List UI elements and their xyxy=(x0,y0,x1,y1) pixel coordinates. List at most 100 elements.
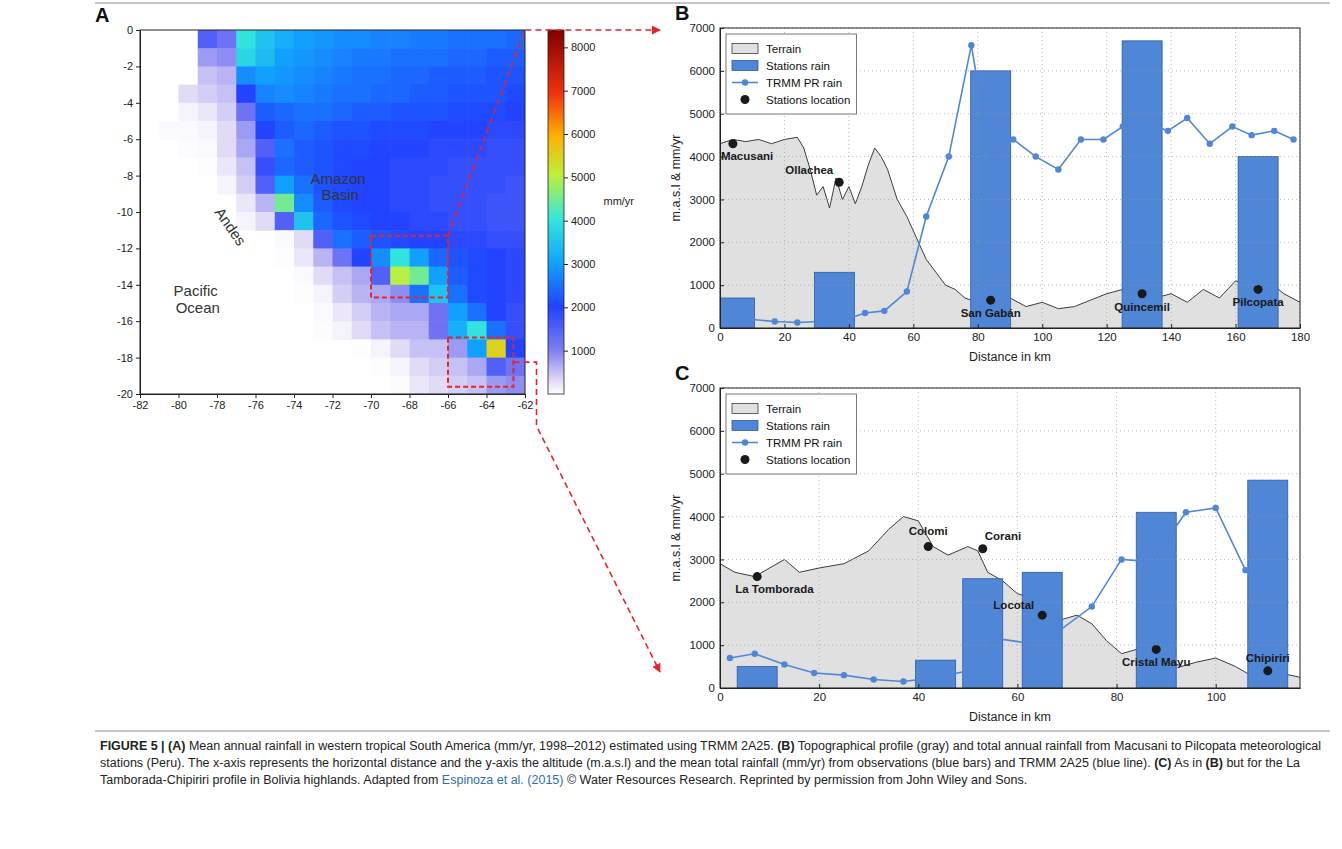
tick-label: 6000 xyxy=(689,65,715,77)
cell xyxy=(448,48,468,67)
cell xyxy=(429,285,449,304)
tick-label: -70 xyxy=(364,399,380,411)
trmm-marker xyxy=(1142,119,1148,125)
tick-label: 60 xyxy=(1012,691,1025,703)
cell xyxy=(487,339,507,358)
cell xyxy=(429,230,449,249)
tick: 6000 xyxy=(689,425,724,437)
tick: -20 xyxy=(117,388,140,400)
cell xyxy=(467,285,487,304)
tick-label: 7000 xyxy=(571,85,595,97)
leader-arrows xyxy=(448,30,660,672)
cell xyxy=(390,212,410,231)
tick-label: -6 xyxy=(123,133,133,145)
cell xyxy=(390,30,410,49)
cell xyxy=(448,212,468,231)
cell xyxy=(506,376,525,394)
cell xyxy=(236,66,256,85)
annotation: Amazon Basin xyxy=(311,170,370,204)
cell xyxy=(275,248,295,267)
tick-label: 140 xyxy=(1162,331,1181,343)
grid-line xyxy=(918,388,919,688)
cell xyxy=(371,103,391,122)
cell xyxy=(217,48,237,67)
cell xyxy=(333,230,353,249)
cell xyxy=(333,66,353,85)
tick: -16 xyxy=(117,315,140,327)
cell xyxy=(352,48,372,67)
tick-mark xyxy=(720,28,724,29)
tick-mark xyxy=(564,307,568,308)
cell xyxy=(333,30,353,49)
cell xyxy=(429,157,449,176)
cell xyxy=(390,48,410,67)
cell xyxy=(256,48,276,67)
cell xyxy=(371,230,391,249)
tick: -78 xyxy=(210,394,226,411)
cell xyxy=(275,103,295,122)
cell xyxy=(467,103,487,122)
rule xyxy=(95,731,1330,732)
cell xyxy=(410,30,430,49)
tick-mark xyxy=(720,474,724,475)
cell xyxy=(333,103,353,122)
cell xyxy=(506,30,525,49)
cell xyxy=(487,48,507,67)
tick: 3000 xyxy=(689,554,724,566)
trmm-marker xyxy=(1024,640,1030,646)
tick-label: -10 xyxy=(117,206,133,218)
cell xyxy=(467,212,487,231)
tick-label: 80 xyxy=(972,331,985,343)
cell xyxy=(256,121,276,140)
cell xyxy=(390,230,410,249)
cell xyxy=(198,103,218,122)
cell xyxy=(467,48,487,67)
cell xyxy=(506,230,525,249)
tick-label: -18 xyxy=(117,352,133,364)
cell xyxy=(390,66,410,85)
cell xyxy=(448,176,468,195)
tick-label: 20 xyxy=(779,331,792,343)
cell xyxy=(410,157,430,176)
cell xyxy=(256,212,276,231)
grid-line xyxy=(1106,28,1107,328)
tick: 100 xyxy=(1207,684,1226,703)
trmm-marker xyxy=(1229,123,1235,129)
tick-mark xyxy=(720,388,724,389)
cell xyxy=(467,303,487,322)
tick-label: -16 xyxy=(117,315,133,327)
station-dot xyxy=(1263,666,1272,675)
tick-mark xyxy=(136,103,140,104)
station-dot xyxy=(924,542,933,551)
cell xyxy=(313,48,333,67)
tick: -8 xyxy=(123,170,140,182)
caption-run: FIGURE 5 | (A) xyxy=(100,739,185,753)
cell xyxy=(256,194,276,213)
tick: 140 xyxy=(1162,324,1181,343)
legend-label: Terrain xyxy=(766,43,801,55)
cell xyxy=(352,212,372,231)
cell xyxy=(333,303,353,322)
cell xyxy=(506,212,525,231)
tick-mark xyxy=(1300,324,1301,328)
tick: 0 xyxy=(127,24,140,36)
cell xyxy=(275,30,295,49)
tick-label: -12 xyxy=(117,242,133,254)
tick-mark xyxy=(487,394,488,398)
cell xyxy=(275,66,295,85)
cell xyxy=(371,267,391,286)
cell xyxy=(236,48,256,67)
plot-frame xyxy=(720,28,1300,328)
cell xyxy=(448,30,468,49)
bar xyxy=(1022,572,1062,688)
cell xyxy=(371,248,391,267)
cell xyxy=(487,30,507,49)
grid-line xyxy=(1042,28,1043,328)
legend: TerrainStations rainTRMM PR rainStations… xyxy=(726,34,856,114)
station-label: Colomi xyxy=(909,525,948,537)
cell xyxy=(429,103,449,122)
cell xyxy=(198,30,218,49)
tick: 2000 xyxy=(564,301,595,313)
grid xyxy=(720,388,1300,688)
tick: 80 xyxy=(1111,684,1124,703)
